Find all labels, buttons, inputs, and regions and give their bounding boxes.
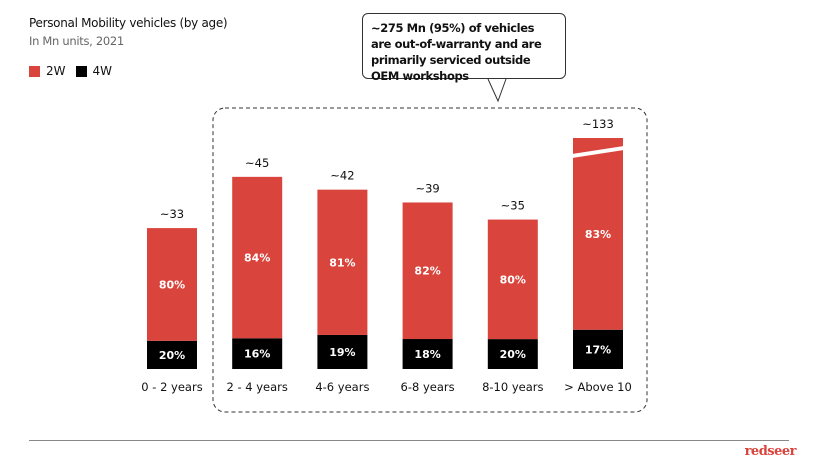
total-label: ~42 [330,169,354,183]
legend-label-4w: 4W [92,64,113,78]
bar-2w [317,189,368,335]
bar-4w [232,338,283,369]
category-label: > Above 10 [564,380,632,394]
bar-2w [232,176,283,339]
data-label-4w: 20% [500,348,526,361]
axis-break-mark [572,146,624,158]
category-label: 2 - 4 years [226,380,287,394]
data-label-2w: 83% [585,228,611,241]
bar-2w [487,219,538,340]
bar-4w [487,339,538,369]
chart-title: Personal Mobility vehicles (by age) [29,16,228,30]
footer-divider [29,440,789,441]
category-label: 4-6 years [315,380,369,394]
bar-4w [402,339,453,369]
legend-swatch-2w [29,65,40,77]
bar-4w [573,329,623,369]
total-label: ~133 [582,117,614,131]
brand-logo: redseer [744,444,797,459]
total-label: ~33 [160,207,184,221]
data-label-4w: 18% [414,348,440,361]
bar-4w [317,334,368,369]
legend: 2W 4W [29,64,122,78]
callout-pointer [487,78,507,103]
data-label-4w: 17% [585,343,611,356]
data-label-4w: 16% [244,348,270,361]
category-label: 8-10 years [482,380,543,394]
bar-2w [402,202,453,340]
highlight-box [212,107,648,413]
total-label: ~39 [415,181,439,195]
legend-label-2w: 2W [46,64,66,78]
data-label-2w: 82% [414,265,440,278]
annotation-callout: ~275 Mn (95%) of vehicles are out-of-war… [362,13,566,83]
category-label: 0 - 2 years [141,380,202,394]
data-label-2w: 81% [329,256,355,269]
bar-2w [573,138,623,330]
category-label: 6-8 years [401,380,455,394]
data-label-2w: 84% [244,252,270,265]
legend-swatch-4w [75,65,87,77]
total-label: ~45 [245,156,269,170]
data-label-4w: 19% [329,346,355,359]
data-label-4w: 20% [159,349,185,362]
data-label-2w: 80% [500,273,526,286]
bar-4w [147,340,197,369]
total-label: ~35 [501,199,525,213]
chart-subtitle: In Mn units, 2021 [29,34,124,48]
bar-2w [147,228,197,341]
data-label-2w: 80% [159,278,185,291]
